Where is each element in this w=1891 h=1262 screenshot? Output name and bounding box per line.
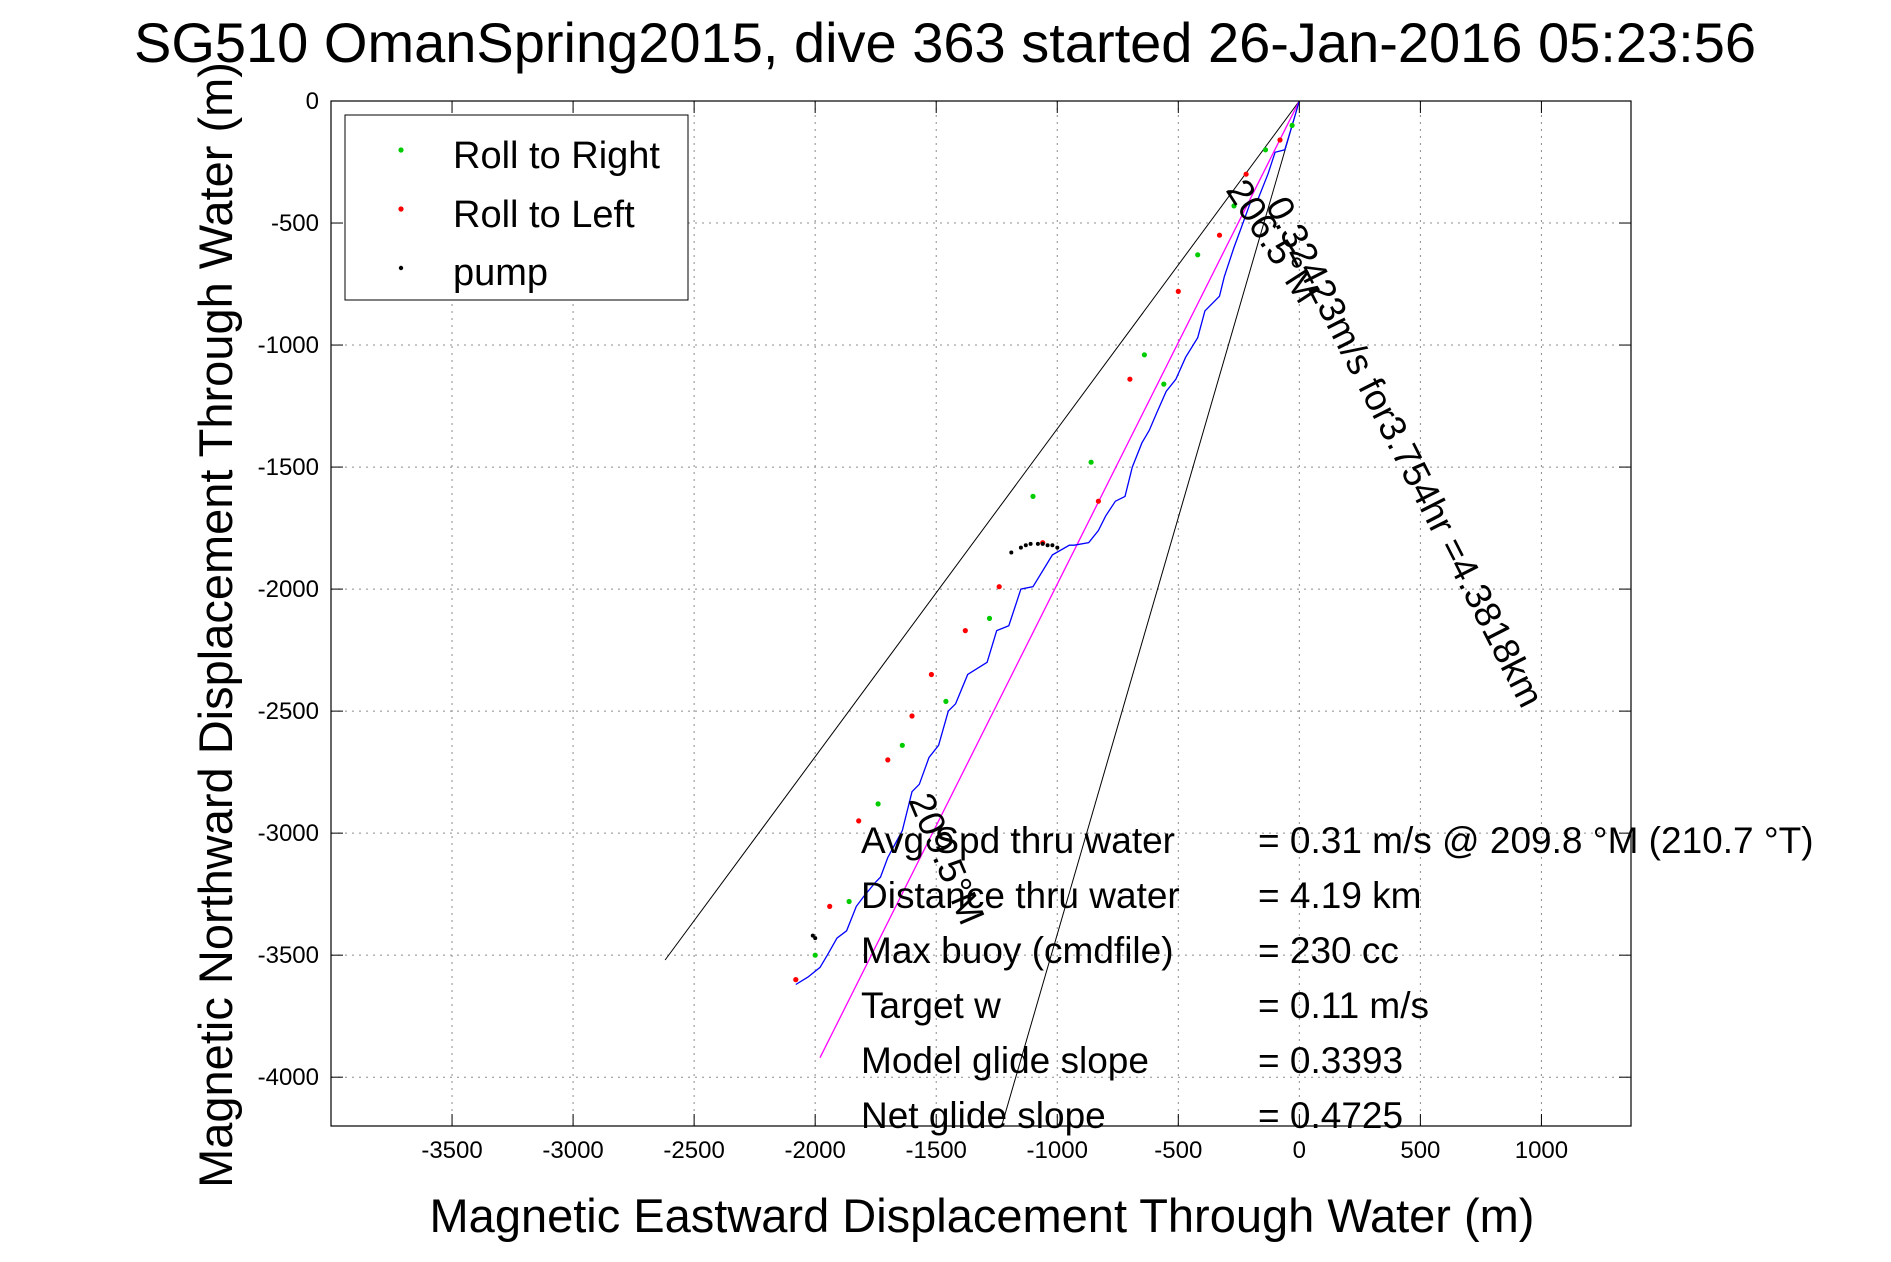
stat-value: = 4.19 km	[1258, 875, 1422, 916]
roll-right-point	[1161, 381, 1167, 387]
x-tick-label: 0	[1293, 1137, 1306, 1164]
roll-left-point	[827, 903, 833, 910]
roll-right-point	[1030, 493, 1036, 499]
y-tick-label: 0	[306, 88, 319, 115]
roll-left-point	[996, 584, 1002, 590]
heading-line-group	[819, 100, 1300, 1058]
pump-point	[1035, 541, 1040, 546]
stat-label: Distance thru water	[861, 875, 1180, 916]
stat-value: = 0.3393	[1258, 1040, 1403, 1081]
series-wedge-left	[664, 100, 1300, 961]
pump-point	[1050, 543, 1055, 548]
stat-label: Max buoy (cmdfile)	[861, 930, 1174, 971]
roll-left-point	[885, 757, 891, 763]
roll-right-point	[812, 952, 818, 958]
stat-label: Target w	[861, 985, 1001, 1026]
roll-left-point	[1127, 376, 1133, 382]
pump-point	[1028, 541, 1033, 546]
roll-right-point	[1195, 252, 1201, 258]
pump-point	[1009, 550, 1014, 555]
stat-label: Net glide slope	[861, 1095, 1106, 1136]
x-axis-title: Magnetic Eastward Displacement Through W…	[430, 1189, 1535, 1242]
stat-value: = 0.31 m/s @ 209.8 °M (210.7 °T)	[1258, 820, 1814, 861]
x-tick-label: -2000	[784, 1137, 845, 1164]
y-axis-title: Magnetic Northward Displacement Through …	[189, 62, 242, 1188]
roll-right-point	[899, 742, 905, 748]
roll-left-point	[1216, 232, 1223, 238]
plot-frame	[330, 100, 1632, 1127]
roll-left-point	[793, 977, 799, 983]
legend-label-roll-left: Roll to Left	[453, 194, 635, 236]
roll-left-point	[962, 628, 968, 634]
y-tick-label: -2500	[258, 698, 319, 725]
roll-left-point	[1095, 498, 1101, 504]
y-tick-label: -1000	[258, 332, 319, 359]
stat-value: = 230 cc	[1258, 930, 1399, 971]
y-tick-label: -3500	[258, 942, 319, 969]
roll-left-point	[928, 671, 935, 678]
x-tick-label: 500	[1400, 1137, 1440, 1164]
series-heading-line	[819, 100, 1300, 1058]
y-tick-label: -500	[271, 210, 319, 237]
roll-right-point	[875, 801, 881, 807]
series-wedge-right	[1001, 100, 1300, 1127]
legend-marker-roll-left	[398, 206, 404, 212]
roll-left-point	[856, 818, 862, 824]
roll-right-point	[846, 898, 852, 905]
track-group	[795, 100, 1300, 986]
pump-point	[810, 933, 815, 938]
x-tick-label: -1500	[906, 1137, 967, 1164]
tick-labels: -3500 -3000 -2500 -2000 -1500 -1000 -500 0 500 10…	[258, 88, 1569, 1164]
stat-value: = 0.4725	[1258, 1095, 1403, 1136]
roll-right-point	[1141, 352, 1147, 358]
pump-point	[1055, 545, 1060, 550]
x-tick-label: -3000	[542, 1137, 603, 1164]
roll-left-point	[1277, 137, 1283, 143]
y-tick-label: -2000	[258, 576, 319, 603]
roll-right-point	[1262, 147, 1269, 153]
roll-left-point	[909, 713, 915, 719]
chart-title: SG510 OmanSpring2015, dive 363 started 2…	[134, 11, 1756, 74]
pump-point	[1040, 541, 1045, 546]
legend-label-pump: pump	[453, 252, 548, 294]
x-tick-label: 1000	[1515, 1137, 1568, 1164]
legend: Roll to Right Roll to Left pump	[344, 114, 689, 301]
roll-right-point	[1231, 203, 1237, 209]
stat-label: Model glide slope	[861, 1040, 1149, 1081]
pump-point	[1045, 543, 1050, 548]
marker-group	[793, 122, 1295, 983]
roll-right-point	[1088, 459, 1094, 465]
roll-left-point	[1243, 171, 1249, 177]
roll-left-point	[1175, 288, 1181, 294]
y-tick-label: -4000	[258, 1064, 319, 1091]
legend-label-roll-right: Roll to Right	[453, 135, 660, 177]
ticks	[331, 100, 1631, 1126]
y-tick-label: -1500	[258, 454, 319, 481]
pump-point	[813, 936, 818, 941]
x-tick-label: -3500	[421, 1137, 482, 1164]
legend-marker-roll-right	[398, 147, 404, 153]
roll-right-point	[1289, 122, 1295, 128]
y-tick-label: -3000	[258, 820, 319, 847]
stats-block: Avg Spd thru water = 0.31 m/s @ 209.8 °M …	[861, 820, 1814, 1136]
wedge-lines	[664, 100, 1300, 1127]
stat-value: = 0.11 m/s	[1258, 985, 1429, 1026]
pump-point	[1018, 545, 1023, 550]
stat-label: Avg Spd thru water	[861, 820, 1175, 861]
pump-point	[1023, 543, 1028, 548]
roll-right-point	[943, 698, 949, 705]
x-tick-label: -500	[1154, 1137, 1202, 1164]
legend-marker-pump	[398, 265, 404, 271]
x-tick-label: -2500	[663, 1137, 724, 1164]
roll-right-point	[986, 615, 993, 622]
x-tick-label: -1000	[1027, 1137, 1088, 1164]
series-track	[795, 100, 1300, 986]
